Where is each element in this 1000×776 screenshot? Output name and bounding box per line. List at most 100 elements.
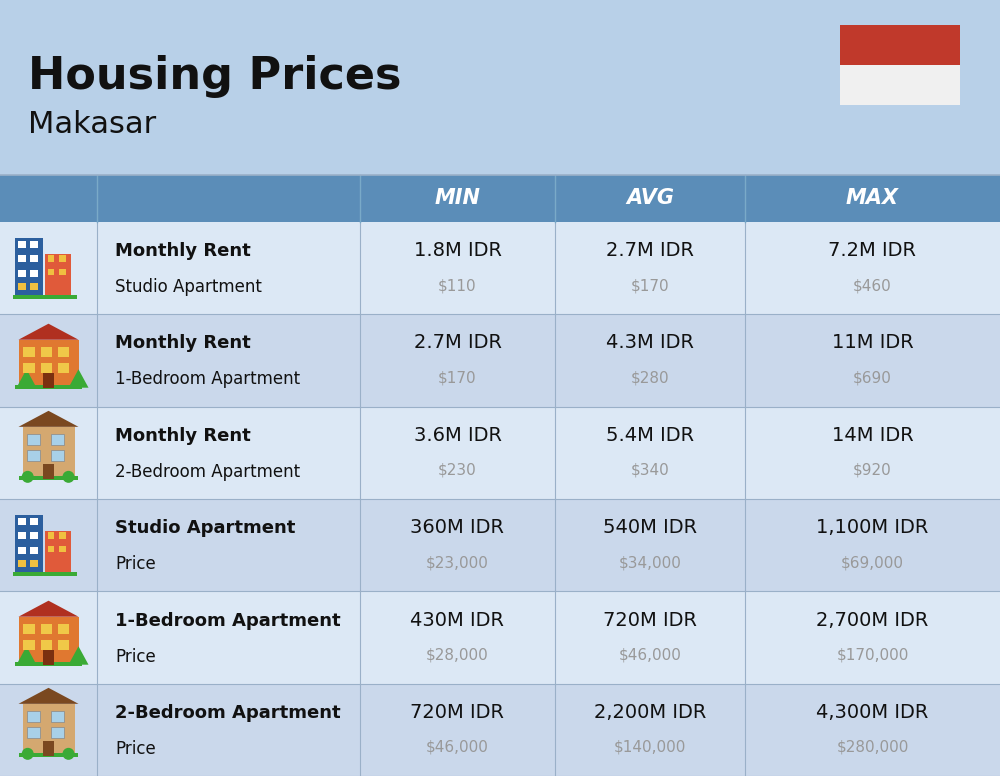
Bar	[51, 435, 64, 445]
Bar	[40, 639, 52, 650]
Bar	[0, 499, 1000, 591]
Text: Price: Price	[115, 555, 156, 573]
Bar	[43, 463, 54, 479]
Text: $230: $230	[438, 462, 477, 478]
Bar	[23, 639, 34, 650]
Bar	[30, 283, 38, 290]
Text: 2,700M IDR: 2,700M IDR	[816, 611, 929, 629]
Text: Studio Apartment: Studio Apartment	[115, 278, 262, 296]
Circle shape	[62, 748, 74, 760]
Text: Studio Apartment: Studio Apartment	[115, 519, 295, 537]
Text: $460: $460	[853, 278, 892, 293]
Bar	[18, 340, 78, 388]
Bar	[19, 476, 78, 480]
Bar	[18, 518, 26, 525]
Bar	[48, 532, 54, 539]
Polygon shape	[18, 324, 78, 340]
Circle shape	[62, 471, 74, 483]
Bar	[15, 662, 82, 667]
Text: Housing Prices: Housing Prices	[28, 55, 402, 98]
Bar	[18, 241, 26, 248]
Bar	[40, 623, 52, 633]
Bar	[30, 241, 38, 248]
Bar	[22, 427, 74, 479]
Polygon shape	[16, 369, 36, 388]
Bar	[58, 623, 69, 633]
Text: 1.8M IDR: 1.8M IDR	[414, 241, 502, 260]
Text: 540M IDR: 540M IDR	[603, 518, 697, 537]
Bar	[48, 546, 54, 553]
Bar	[51, 450, 64, 461]
Polygon shape	[18, 411, 78, 427]
Text: Price: Price	[115, 740, 156, 758]
Text: Monthly Rent: Monthly Rent	[115, 334, 251, 352]
Text: 2-Bedroom Apartment: 2-Bedroom Apartment	[115, 462, 300, 481]
Bar	[15, 386, 82, 390]
Text: $28,000: $28,000	[426, 647, 489, 663]
Bar	[18, 270, 26, 277]
Text: 720M IDR: 720M IDR	[603, 611, 697, 629]
Text: Monthly Rent: Monthly Rent	[115, 427, 251, 445]
Bar	[23, 347, 34, 356]
Bar	[23, 362, 34, 372]
Text: $280,000: $280,000	[836, 740, 909, 755]
Text: 720M IDR: 720M IDR	[411, 703, 505, 722]
Text: 2-Bedroom Apartment: 2-Bedroom Apartment	[115, 704, 341, 722]
Text: $110: $110	[438, 278, 477, 293]
Text: $170,000: $170,000	[836, 647, 909, 663]
Bar	[30, 532, 38, 539]
Bar	[18, 255, 26, 262]
Bar	[45, 531, 71, 575]
Text: 11M IDR: 11M IDR	[832, 334, 913, 352]
Bar	[0, 684, 1000, 776]
Text: MAX: MAX	[846, 189, 899, 209]
Text: $920: $920	[853, 462, 892, 478]
Bar	[30, 255, 38, 262]
Bar	[30, 560, 38, 567]
Bar	[30, 270, 38, 277]
Bar	[14, 238, 43, 298]
Circle shape	[22, 748, 34, 760]
Bar	[0, 407, 1000, 499]
Bar	[58, 347, 69, 356]
Bar	[59, 532, 66, 539]
Polygon shape	[68, 646, 88, 665]
Bar	[13, 295, 77, 300]
Text: $170: $170	[631, 278, 669, 293]
Text: 14M IDR: 14M IDR	[832, 426, 913, 445]
Circle shape	[22, 471, 34, 483]
Text: $23,000: $23,000	[426, 555, 489, 570]
Bar	[18, 560, 26, 567]
Text: $340: $340	[631, 462, 669, 478]
Bar	[45, 255, 71, 298]
Bar	[30, 518, 38, 525]
Text: 4.3M IDR: 4.3M IDR	[606, 334, 694, 352]
Bar	[840, 25, 960, 65]
Bar	[0, 314, 1000, 407]
Bar	[48, 268, 54, 275]
Bar	[18, 283, 26, 290]
Bar	[14, 515, 43, 575]
Text: AVG: AVG	[626, 189, 674, 209]
Bar	[59, 255, 66, 262]
Bar	[51, 712, 64, 722]
Text: Price: Price	[115, 647, 156, 666]
Bar	[0, 222, 1000, 314]
Bar	[23, 623, 34, 633]
Polygon shape	[18, 601, 78, 617]
Polygon shape	[68, 369, 88, 388]
Text: 1-Bedroom Apartment: 1-Bedroom Apartment	[115, 370, 300, 389]
Bar	[43, 372, 54, 388]
Text: 5.4M IDR: 5.4M IDR	[606, 426, 694, 445]
Bar	[59, 546, 66, 553]
Bar	[30, 547, 38, 554]
Bar	[59, 268, 66, 275]
Text: 430M IDR: 430M IDR	[411, 611, 505, 629]
Bar	[40, 347, 52, 356]
Text: $690: $690	[853, 370, 892, 386]
Bar	[19, 753, 78, 757]
Text: 2.7M IDR: 2.7M IDR	[414, 334, 502, 352]
Text: 3.6M IDR: 3.6M IDR	[414, 426, 502, 445]
Text: 7.2M IDR: 7.2M IDR	[828, 241, 916, 260]
Bar	[840, 65, 960, 105]
